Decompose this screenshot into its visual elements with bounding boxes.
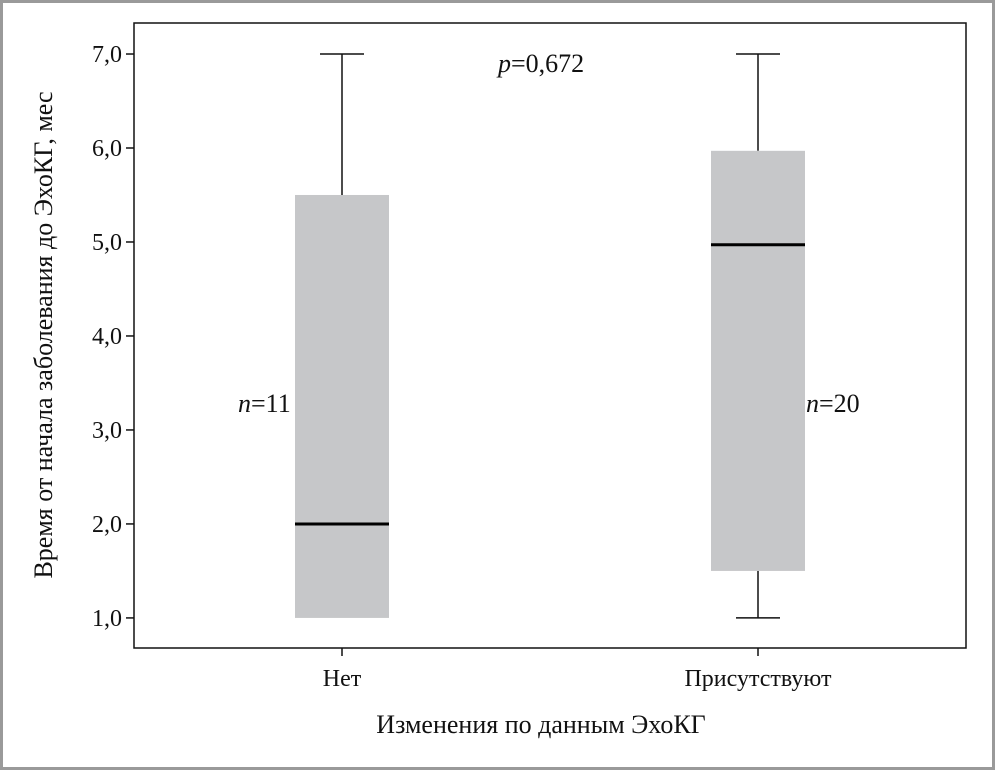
- y-axis-title: Время от начала заболевания до ЭхоКГ, ме…: [29, 91, 58, 578]
- n-symbol-present: n: [806, 389, 819, 418]
- y-tick-label: 2,0: [92, 512, 122, 538]
- n-annotation-net: n=11: [238, 389, 291, 418]
- y-tick-label: 4,0: [92, 324, 122, 350]
- box-iqr: [295, 194, 389, 618]
- n-annotation-present: n=20: [806, 389, 860, 418]
- p-value-annotation: p=0,672: [496, 49, 584, 78]
- p-value-text: =0,672: [511, 49, 584, 78]
- y-tick-label: 5,0: [92, 230, 122, 256]
- box-iqr: [711, 150, 805, 571]
- y-tick-label: 7,0: [92, 42, 122, 68]
- n-value-net: =11: [251, 389, 291, 418]
- x-axis: Нет Присутствуют: [323, 648, 832, 692]
- y-tick-label: 3,0: [92, 418, 122, 444]
- y-tick-label: 1,0: [92, 606, 122, 632]
- box-group: [711, 53, 805, 619]
- n-value-present: =20: [819, 389, 860, 418]
- boxes-layer: [295, 53, 805, 619]
- n-symbol-net: n: [238, 389, 251, 418]
- x-tick-label: Нет: [323, 666, 362, 692]
- x-axis-title: Изменения по данным ЭхоКГ: [376, 710, 705, 739]
- x-tick-label: Присутствуют: [684, 666, 832, 692]
- p-symbol: p: [496, 49, 511, 78]
- y-axis: 1,0 2,0 3,0 4,0 5,0 6,0 7,0: [92, 42, 134, 632]
- box-group: [295, 53, 389, 618]
- plot-area: [133, 22, 967, 649]
- y-tick-label: 6,0: [92, 136, 122, 162]
